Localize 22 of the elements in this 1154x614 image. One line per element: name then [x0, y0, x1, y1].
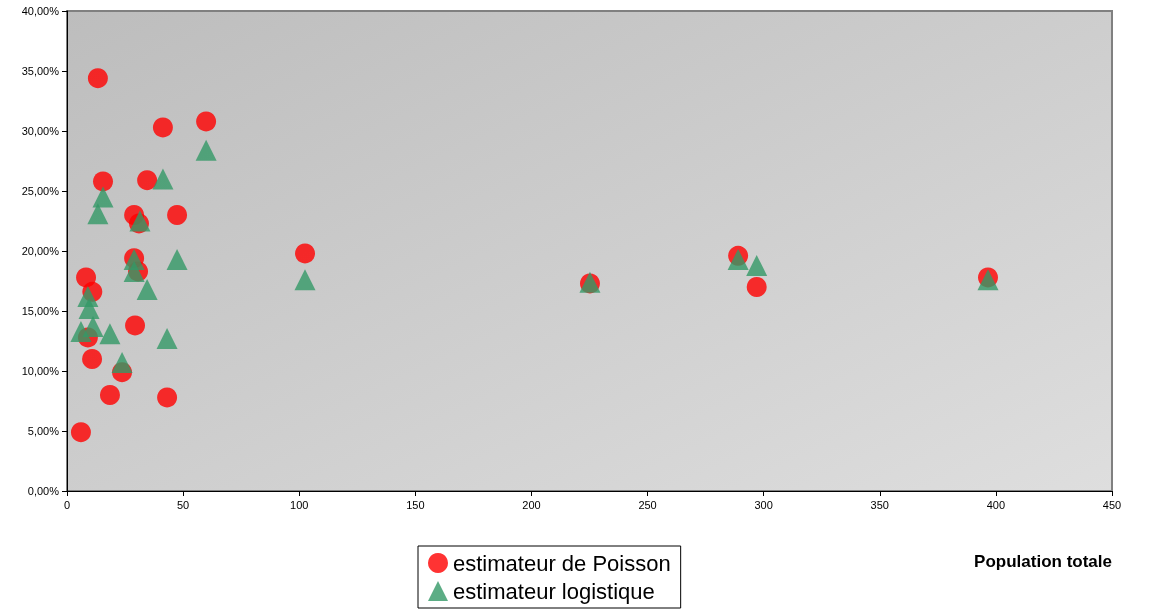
- x-tick-label: 0: [63, 498, 71, 511]
- x-tick-label: 300: [754, 498, 773, 511]
- x-tick-label: 200: [522, 498, 541, 511]
- y-tick-label: 5,00%: [27, 425, 60, 437]
- x-tick-label: 400: [986, 498, 1006, 511]
- y-tick-label: 35,00%: [21, 65, 60, 77]
- x-tick-label: 150: [406, 498, 425, 511]
- y-tick-label: 15,00%: [21, 305, 60, 317]
- x-tick-label: 50: [176, 498, 190, 511]
- x-tick-label: 100: [290, 498, 309, 511]
- y-tick-label: 40,00%: [21, 5, 60, 17]
- y-tick-label: 0,00%: [27, 485, 60, 497]
- y-tick-label: 20,00%: [21, 245, 60, 257]
- y-tick-label: 10,00%: [21, 365, 60, 377]
- legend-label: estimateur logistique: [453, 578, 655, 604]
- x-tick-label: 450: [1102, 498, 1122, 511]
- y-tick-label: 25,00%: [21, 185, 60, 197]
- x-axis-title: Population totale: [974, 552, 1112, 571]
- x-tick-label: 250: [638, 498, 657, 511]
- legend-label: estimateur de Poisson: [453, 550, 671, 576]
- x-tick-label: 350: [870, 498, 889, 511]
- y-tick-label: 30,00%: [21, 125, 60, 137]
